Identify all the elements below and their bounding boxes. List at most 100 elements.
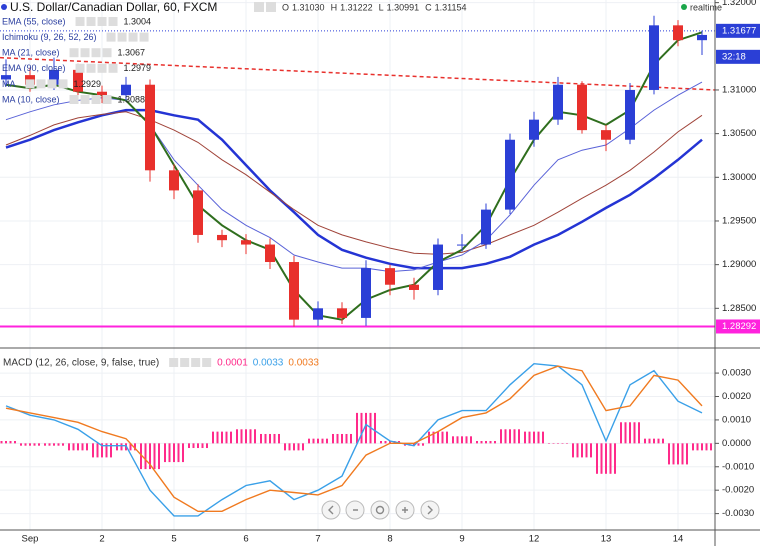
macd-histogram-bar xyxy=(254,429,256,444)
legend-button[interactable] xyxy=(266,2,276,12)
macd-histogram-bar xyxy=(230,431,232,444)
macd-histogram-bar xyxy=(62,443,64,446)
study-button[interactable] xyxy=(108,17,118,26)
y-tick-label: -0.0020 xyxy=(722,485,754,496)
macd-histogram-bar xyxy=(24,443,27,446)
chart-title: U.S. Dollar/Canadian Dollar, 60, FXCM xyxy=(10,0,217,14)
x-tick-label: 9 xyxy=(459,534,464,545)
study-button[interactable] xyxy=(58,79,68,89)
study-button[interactable] xyxy=(69,48,79,58)
macd-histogram-bar xyxy=(177,443,180,463)
macd-histogram-bar xyxy=(188,443,190,449)
candle-body xyxy=(121,84,131,96)
indicator-line xyxy=(5,111,703,255)
y-tick-label: 1.31000 xyxy=(722,84,756,95)
study-label: MA (10, close) xyxy=(2,94,60,104)
macd-histogram-bar xyxy=(648,438,651,444)
macd-histogram-bar xyxy=(572,443,574,458)
plot xyxy=(0,15,716,517)
nav-reset[interactable] xyxy=(370,500,390,520)
macd-histogram-bar xyxy=(273,433,276,444)
candle-body xyxy=(601,130,611,140)
y-tick-label: 1.32000 xyxy=(722,0,756,8)
study-button[interactable] xyxy=(80,48,90,58)
candle-body xyxy=(529,119,539,140)
candle-body xyxy=(73,69,83,92)
study-button[interactable] xyxy=(47,79,57,89)
macd-histogram-bar xyxy=(341,433,343,444)
candle-body xyxy=(49,69,59,85)
study-label: EMA (55, close) xyxy=(2,16,66,26)
macd-histogram-bar xyxy=(360,412,363,444)
status-dot xyxy=(681,4,687,10)
macd-histogram-bar xyxy=(92,443,94,458)
macd-histogram-bar xyxy=(470,436,472,444)
macd-histogram-bar xyxy=(297,443,300,451)
study-value: 1.2979 xyxy=(124,63,152,73)
study-button[interactable] xyxy=(75,63,85,73)
macd-histogram-bar xyxy=(581,443,583,458)
macd-histogram-bar xyxy=(609,443,612,474)
macd-histogram-bar xyxy=(629,422,631,444)
study-button[interactable] xyxy=(202,358,212,367)
macd-histogram-bar xyxy=(432,431,435,444)
study-button[interactable] xyxy=(86,63,96,73)
macd-histogram-bar xyxy=(77,443,79,451)
x-tick-label: 14 xyxy=(673,534,684,545)
macd-histogram-bar xyxy=(120,443,123,451)
overlay: 1.32000 1.31000 1.30500 1.30000 1.29500 1.290… xyxy=(22,0,760,545)
macd-histogram-bar xyxy=(480,441,483,444)
study-button[interactable] xyxy=(108,63,118,73)
candle-body xyxy=(481,209,491,245)
study-button[interactable] xyxy=(80,95,90,104)
study-button[interactable] xyxy=(191,358,201,367)
nav-left[interactable] xyxy=(321,500,341,520)
study-button[interactable] xyxy=(25,79,35,89)
study-button[interactable] xyxy=(91,48,101,58)
y-tick-label: 1.29500 xyxy=(722,215,756,226)
study-button[interactable] xyxy=(86,17,96,26)
macd-histogram-bar xyxy=(96,443,99,458)
macd-histogram-bar xyxy=(173,443,175,463)
macd-histogram-bar xyxy=(29,443,31,446)
study-button[interactable] xyxy=(102,48,112,58)
study-button[interactable] xyxy=(117,32,127,42)
study-button[interactable] xyxy=(102,95,112,104)
study-button[interactable] xyxy=(97,17,107,26)
macd-histogram-bar xyxy=(321,438,324,444)
study-button[interactable] xyxy=(139,32,149,42)
study-button[interactable] xyxy=(180,358,190,367)
ohlc-key: L xyxy=(379,2,384,12)
macd-histogram-bar xyxy=(537,431,540,444)
macd-histogram-bar xyxy=(500,429,502,444)
macd-histogram-bar xyxy=(264,433,267,444)
countdown-label: 32:18 xyxy=(722,51,746,62)
macd-histogram-bar xyxy=(57,443,60,446)
navigation xyxy=(321,500,440,520)
macd-histogram-bar xyxy=(312,438,315,444)
candle-body xyxy=(241,240,251,245)
support-label: 1.28292 xyxy=(722,321,756,332)
study-button[interactable] xyxy=(69,95,79,104)
macd-histogram-bar xyxy=(336,433,339,444)
macd-histogram-bar xyxy=(672,443,675,465)
study-button[interactable] xyxy=(36,79,46,89)
study-button[interactable] xyxy=(97,63,107,73)
last-price-label: 1.31677 xyxy=(722,25,756,36)
study-button[interactable] xyxy=(169,358,179,367)
study-button[interactable] xyxy=(75,17,85,26)
study-button[interactable] xyxy=(91,95,101,104)
macd-histogram-bar xyxy=(5,441,7,444)
macd-histogram-bar xyxy=(293,443,295,451)
candle-body xyxy=(553,84,563,120)
macd-histogram-bar xyxy=(221,431,223,444)
study-button[interactable] xyxy=(106,32,116,42)
nav-right[interactable] xyxy=(420,500,440,520)
legend-button[interactable] xyxy=(254,2,264,12)
study-value: 1.3088 xyxy=(118,94,146,104)
macd-histogram-bar xyxy=(389,441,391,444)
macd-histogram-bar xyxy=(0,441,3,444)
y-tick-label: -0.0010 xyxy=(722,461,754,472)
study-button[interactable] xyxy=(128,32,138,42)
